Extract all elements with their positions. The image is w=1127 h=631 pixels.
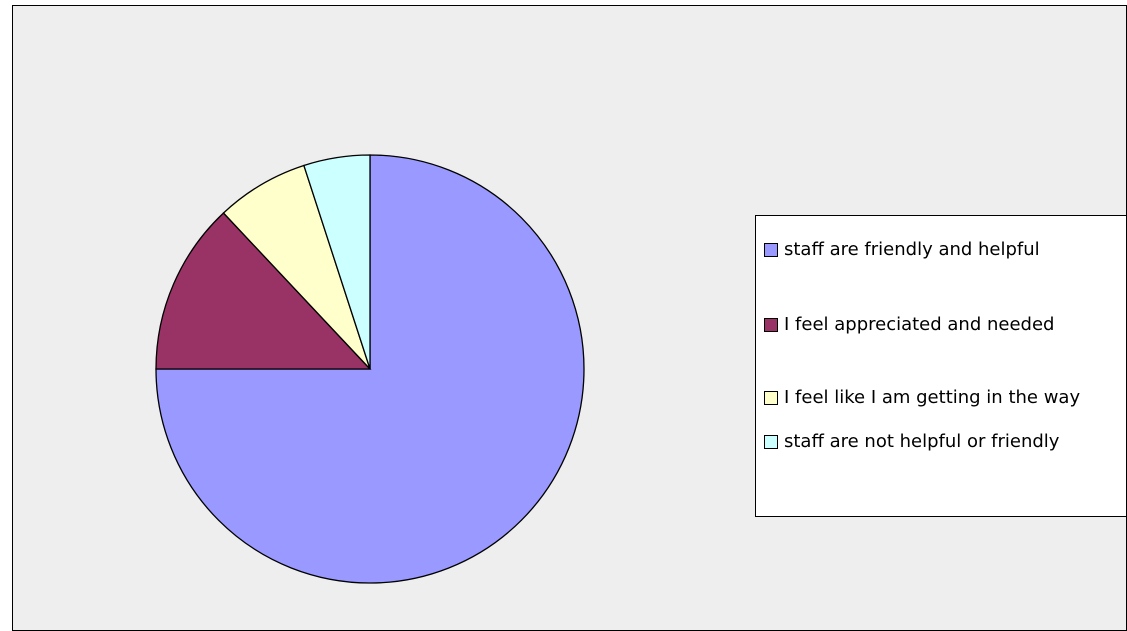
legend-item: staff are friendly and helpful — [764, 234, 1126, 265]
legend-item: I feel like I am getting in the way — [764, 382, 1126, 413]
legend-label: I feel appreciated and needed — [784, 314, 1055, 335]
pie-slice — [303, 154, 371, 370]
pie-slice — [155, 212, 372, 370]
legend: staff are friendly and helpful I feel app… — [755, 215, 1127, 517]
legend-label: staff are not helpful or friendly — [784, 431, 1060, 452]
legend-swatch — [764, 435, 778, 449]
legend-label: staff are friendly and helpful — [784, 239, 1040, 260]
legend-item: staff are not helpful or friendly — [764, 426, 1126, 457]
legend-swatch — [764, 318, 778, 332]
pie-slice — [155, 154, 585, 584]
legend-swatch — [764, 243, 778, 257]
legend-label: I feel like I am getting in the way — [784, 387, 1081, 408]
legend-item: I feel appreciated and needed — [764, 309, 1126, 340]
legend-swatch — [764, 391, 778, 405]
